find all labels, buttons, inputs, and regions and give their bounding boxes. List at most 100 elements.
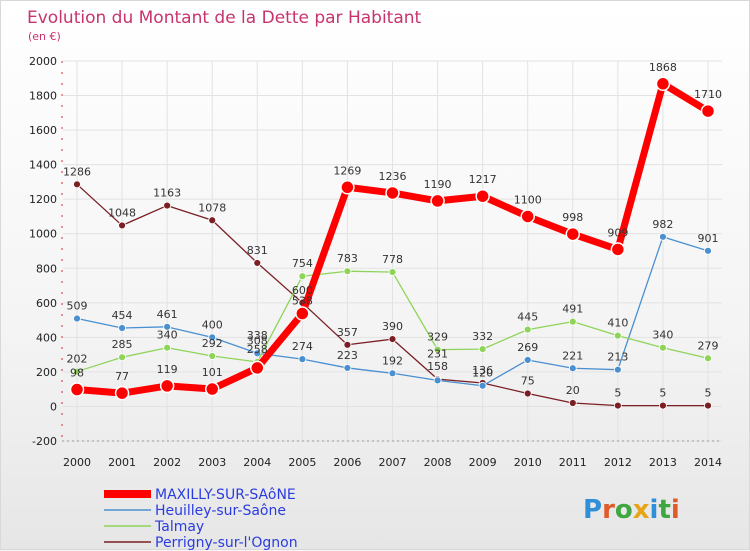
data-point-maxilly-sur-sa-ne bbox=[700, 103, 716, 119]
data-label: 75 bbox=[521, 375, 535, 388]
legend: MAXILLY-SUR-SAôNEHeuilley-sur-SaôneTalma… bbox=[104, 487, 298, 551]
data-point-heuilley-sur-sa-ne bbox=[118, 324, 126, 332]
legend-label: MAXILLY-SUR-SAôNE bbox=[155, 487, 296, 503]
data-point-perrigny-sur-l-ognon bbox=[343, 340, 352, 349]
data-point-talmay bbox=[298, 272, 307, 281]
y-tick-label: 600 bbox=[36, 297, 57, 310]
data-point-talmay bbox=[208, 352, 217, 360]
logo-letter: i bbox=[671, 495, 680, 525]
logo-letter: P bbox=[583, 495, 602, 525]
chart-subtitle: (en €) bbox=[28, 30, 61, 43]
data-point-perrigny-sur-l-ognon bbox=[73, 180, 81, 189]
data-label: 98 bbox=[70, 367, 84, 380]
data-label: 101 bbox=[202, 366, 223, 379]
data-label: 783 bbox=[337, 252, 358, 265]
data-point-talmay bbox=[478, 345, 487, 354]
data-label: 445 bbox=[517, 311, 538, 324]
data-point-heuilley-sur-sa-ne bbox=[659, 232, 667, 241]
data-label: 20 bbox=[566, 384, 580, 397]
data-point-talmay bbox=[659, 343, 667, 352]
logo-text: Proxiti bbox=[583, 495, 680, 525]
x-tick-label: 2013 bbox=[649, 456, 677, 469]
data-label: 202 bbox=[67, 353, 88, 366]
data-label: 1868 bbox=[649, 61, 677, 74]
x-tick-label: 2008 bbox=[424, 456, 452, 469]
data-point-talmay bbox=[613, 331, 622, 340]
x-tick-label: 2011 bbox=[559, 456, 587, 469]
data-label: 1269 bbox=[333, 164, 361, 177]
data-point-maxilly-sur-sa-ne bbox=[565, 226, 581, 242]
data-point-perrigny-sur-l-ognon bbox=[163, 201, 172, 210]
data-label: 258 bbox=[247, 343, 268, 356]
data-label: 491 bbox=[562, 303, 583, 316]
data-label: 454 bbox=[112, 309, 133, 322]
data-point-heuilley-sur-sa-ne bbox=[704, 246, 712, 255]
data-label: 1163 bbox=[153, 187, 181, 200]
data-point-talmay bbox=[118, 353, 126, 362]
y-tick-label: 1400 bbox=[29, 159, 57, 172]
data-point-perrigny-sur-l-ognon bbox=[208, 216, 217, 225]
data-label: 410 bbox=[607, 317, 628, 330]
y-tick-label: 1600 bbox=[29, 124, 57, 137]
legend-label: Talmay bbox=[154, 519, 204, 535]
data-label: 269 bbox=[517, 341, 538, 354]
data-label: 279 bbox=[698, 339, 719, 352]
data-label: 754 bbox=[292, 257, 313, 270]
x-tick-label: 2009 bbox=[469, 456, 497, 469]
data-point-heuilley-sur-sa-ne bbox=[298, 355, 307, 364]
legend-label: Heuilley-sur-Saône bbox=[155, 503, 286, 519]
data-label: 1236 bbox=[379, 170, 407, 183]
x-tick-label: 2014 bbox=[694, 456, 722, 469]
y-tick-label: 200 bbox=[36, 366, 57, 379]
x-tick-label: 2000 bbox=[63, 456, 91, 469]
data-point-perrigny-sur-l-ognon bbox=[523, 389, 532, 398]
data-point-maxilly-sur-sa-ne bbox=[520, 209, 535, 224]
data-point-talmay bbox=[343, 267, 352, 276]
data-point-heuilley-sur-sa-ne bbox=[73, 314, 81, 323]
data-point-talmay bbox=[73, 367, 81, 376]
data-point-talmay bbox=[704, 354, 712, 363]
data-label: 1100 bbox=[514, 193, 542, 206]
chart-title: Evolution du Montant de la Dette par Hab… bbox=[27, 8, 422, 28]
data-label: 1078 bbox=[198, 201, 226, 214]
data-point-maxilly-sur-sa-ne bbox=[159, 378, 175, 394]
data-point-perrigny-sur-l-ognon bbox=[704, 401, 712, 410]
y-tick-label: 1000 bbox=[29, 228, 57, 241]
data-label: 778 bbox=[382, 253, 403, 266]
data-label: 136 bbox=[472, 364, 493, 377]
x-tick-label: 2002 bbox=[153, 456, 181, 469]
data-point-heuilley-sur-sa-ne bbox=[478, 381, 487, 390]
data-point-maxilly-sur-sa-ne bbox=[340, 180, 355, 195]
data-point-perrigny-sur-l-ognon bbox=[118, 221, 126, 230]
data-point-talmay bbox=[568, 317, 577, 326]
data-labels: 1286 1048 1163 1078 831 357 390 158 136 75 20 5 5 5 50… bbox=[63, 61, 722, 400]
y-tick-label: 800 bbox=[36, 262, 57, 275]
data-label: 274 bbox=[292, 340, 313, 353]
y-tick-label: 400 bbox=[36, 331, 57, 344]
data-label: 223 bbox=[337, 349, 358, 362]
data-point-perrigny-sur-l-ognon bbox=[388, 335, 397, 343]
data-label: 329 bbox=[427, 331, 448, 344]
data-point-talmay bbox=[433, 345, 442, 354]
data-point-perrigny-sur-l-ognon bbox=[659, 401, 667, 410]
data-point-maxilly-sur-sa-ne bbox=[475, 188, 490, 204]
data-point-maxilly-sur-sa-ne bbox=[655, 76, 671, 92]
data-point-perrigny-sur-l-ognon bbox=[613, 401, 622, 410]
data-label: 901 bbox=[698, 232, 719, 245]
data-label: 982 bbox=[652, 218, 673, 231]
data-label: 338 bbox=[247, 329, 268, 342]
data-label: 5 bbox=[705, 387, 712, 400]
data-label: 120 bbox=[472, 367, 493, 380]
axes: -200 0 200 400 600 800 1000 1200 1400 1600 1800 200… bbox=[29, 55, 722, 469]
data-label: 285 bbox=[112, 338, 133, 351]
data-label: 192 bbox=[382, 354, 403, 367]
logo-letter: x bbox=[633, 495, 650, 525]
data-label: 332 bbox=[472, 330, 493, 343]
data-label: 340 bbox=[652, 329, 673, 342]
data-point-maxilly-sur-sa-ne bbox=[204, 381, 220, 397]
logo-letter: r bbox=[602, 495, 615, 525]
x-tick-label: 2003 bbox=[198, 456, 226, 469]
data-label: 1048 bbox=[108, 206, 136, 219]
data-label: 77 bbox=[115, 370, 129, 383]
